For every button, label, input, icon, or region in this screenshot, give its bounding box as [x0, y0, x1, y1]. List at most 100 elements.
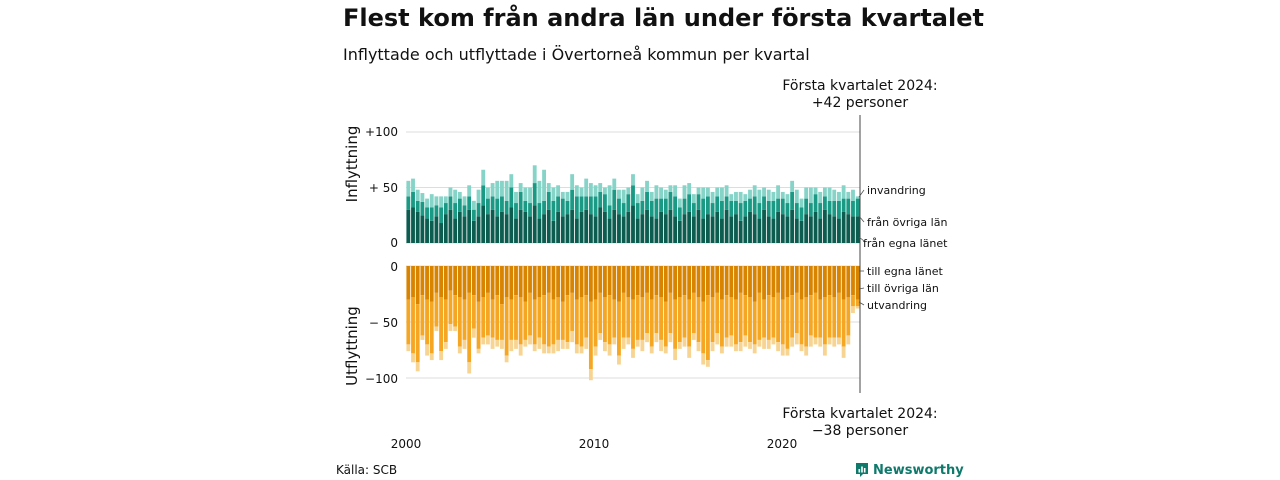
bar-segment: [748, 342, 752, 349]
bar-segment: [794, 203, 799, 219]
bar-segment: [635, 194, 640, 204]
bar-segment: [654, 198, 659, 219]
bar-segment: [570, 330, 575, 343]
bar-segment: [457, 198, 462, 212]
bar-segment: [640, 200, 645, 215]
bar-segment: [462, 266, 467, 300]
bar-segment: [794, 266, 799, 293]
bar-segment: [603, 194, 607, 212]
bar-segment: [762, 299, 766, 338]
y-tick-label: 0: [390, 236, 398, 250]
bar-segment: [476, 189, 481, 204]
bar-segment: [691, 292, 696, 334]
bar-segment: [523, 266, 528, 302]
bar-segment: [528, 187, 532, 204]
callout-top-line2: +42 personer: [812, 95, 909, 111]
bar-segment: [593, 196, 598, 217]
bar-segment: [471, 200, 476, 210]
bar-segment: [565, 214, 570, 243]
bar-segment: [523, 211, 528, 243]
bar-segment: [720, 200, 724, 219]
bar-segment: [448, 290, 453, 325]
bar-segment: [495, 180, 500, 199]
bar-segment: [780, 214, 785, 243]
bar-segment: [411, 297, 415, 354]
bar-segment: [851, 216, 855, 243]
bar-segment: [762, 266, 766, 300]
bar-segment: [846, 191, 851, 199]
bar-segment: [612, 337, 617, 345]
bar-segment: [827, 337, 832, 345]
bar-segment: [668, 292, 673, 334]
x-tick-label: 2000: [391, 437, 422, 451]
bar-segment: [640, 297, 645, 340]
bar-segment: [762, 209, 766, 243]
bar-segment: [425, 266, 429, 300]
bar-segment: [467, 185, 472, 197]
bar-segment: [776, 266, 781, 293]
bar-segment: [593, 299, 598, 347]
bar-segment: [598, 266, 603, 293]
bar-segment: [481, 337, 486, 345]
bar-segment: [457, 346, 462, 354]
bar-segment: [659, 339, 663, 352]
bar-segment: [537, 180, 542, 204]
bar-segment: [808, 203, 813, 217]
bar-segment: [439, 351, 444, 361]
bar-segment: [729, 194, 734, 201]
bar-segment: [710, 266, 715, 298]
bar-segment: [588, 214, 593, 243]
bar-segment: [532, 183, 537, 206]
bar-segment: [570, 189, 575, 210]
bar-segment: [705, 295, 710, 361]
bar-segment: [560, 266, 565, 302]
bar-segment: [687, 299, 692, 347]
bar-segment: [439, 297, 444, 352]
bar-segment: [771, 297, 776, 338]
bar-segment: [780, 299, 785, 345]
bar-segment: [500, 266, 504, 305]
bar-segment: [631, 348, 635, 358]
bar-segment: [794, 189, 799, 204]
bar-segment: [682, 185, 687, 199]
bar-segment: [851, 306, 855, 314]
bar-segment: [748, 266, 752, 298]
bar-segment: [794, 218, 799, 243]
bar-segment: [425, 299, 429, 345]
bar-segment: [696, 342, 701, 352]
bar-segment: [439, 207, 444, 224]
bar-segment: [799, 207, 804, 221]
bar-segment: [481, 205, 486, 243]
bar-segment: [762, 196, 766, 210]
bar-segment: [720, 187, 724, 201]
bar-segment: [551, 220, 556, 243]
bar-segment: [841, 346, 846, 358]
bar-segment: [729, 200, 734, 217]
bar-segment: [528, 203, 532, 217]
bar-segment: [532, 299, 537, 345]
bar-segment: [462, 196, 467, 206]
bar-segment: [617, 189, 621, 199]
bar-segment: [851, 200, 855, 217]
x-tick-label: 2020: [767, 437, 798, 451]
bar-segment: [822, 209, 827, 243]
bar-segment: [677, 342, 682, 349]
bar-segment: [453, 266, 458, 296]
bar-segment: [603, 297, 607, 343]
bar-segment: [429, 353, 434, 361]
bar-segment: [420, 295, 425, 336]
bar-segment: [462, 205, 467, 217]
bar-segment: [528, 335, 532, 345]
bar-segment: [640, 339, 645, 352]
bar-segment: [574, 218, 579, 243]
bar-segment: [429, 220, 434, 243]
bar-segment: [841, 185, 846, 199]
bar-segment: [776, 342, 781, 352]
bar-segment: [462, 339, 467, 349]
bar-segment: [757, 266, 762, 293]
bar-segment: [818, 203, 823, 219]
bar-segment: [715, 211, 720, 243]
bar-segment: [542, 266, 546, 296]
bar-segment: [500, 339, 504, 349]
bar-segment: [701, 353, 706, 365]
